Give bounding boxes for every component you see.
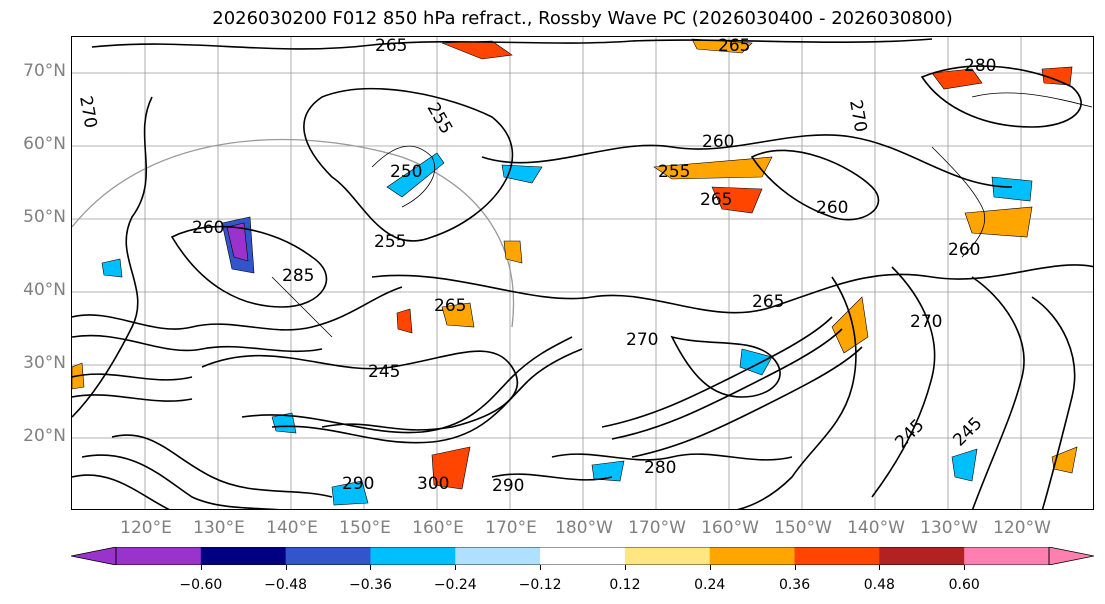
map-panel[interactable]: 265 265 280 270 270 255 260 250 255 260 … <box>71 36 1094 510</box>
lon-label-120e: 120°E <box>120 518 172 538</box>
contour-label: 255 <box>423 100 457 138</box>
map-title: 2026030200 F012 850 hPa refract., Rossby… <box>212 8 953 29</box>
lon-label-150w: 150°W <box>774 518 832 538</box>
contour-label: 265 <box>700 190 732 210</box>
contour-label: 285 <box>282 266 314 286</box>
lon-label-120w: 120°W <box>993 518 1051 538</box>
colorbar-segment <box>794 547 880 565</box>
colorbar-tick-mark <box>540 565 542 570</box>
colorbar-tick-mark <box>285 565 287 570</box>
colorbar-segment <box>285 547 371 565</box>
lon-label-160w: 160°W <box>701 518 759 538</box>
colorbar-segment <box>964 547 1050 565</box>
colorbar-segment <box>624 547 711 565</box>
lon-label-140e: 140°E <box>266 518 318 538</box>
lon-label-170w: 170°W <box>628 518 686 538</box>
colorbar-tick-label: −0.60 <box>179 577 223 593</box>
contour-label: 270 <box>910 312 942 332</box>
contour-label: 270 <box>845 98 870 133</box>
contour-label: 245 <box>891 415 928 452</box>
contour-label: 280 <box>644 458 676 478</box>
contour-label: 260 <box>816 198 848 218</box>
lat-label-70n: 70°N <box>23 61 66 81</box>
contour-label: 290 <box>492 476 524 496</box>
contour-label: 260 <box>948 240 980 260</box>
colorbar-segment <box>116 547 202 565</box>
coastlines <box>271 92 1093 338</box>
contour-label-group: 265 265 280 270 270 255 260 250 255 260 … <box>75 37 996 496</box>
lon-label-140w: 140°W <box>847 518 905 538</box>
colorbar-tick-mark <box>964 565 966 570</box>
lon-label-130e: 130°E <box>193 518 245 538</box>
contour-label: 260 <box>192 218 224 238</box>
colorbar-segments <box>116 547 1050 565</box>
contour-label: 255 <box>658 162 690 182</box>
colorbar-tick-label: 0.12 <box>609 577 641 593</box>
colorbar-segment <box>540 547 626 565</box>
colorbar-segment <box>200 547 287 565</box>
colorbar-tick-label: −0.48 <box>264 577 308 593</box>
map-canvas: 265 265 280 270 270 255 260 250 255 260 … <box>72 37 1093 509</box>
lon-label-170e: 170°E <box>485 518 537 538</box>
colorbar-over-arrow <box>1048 547 1094 565</box>
contour-label: 280 <box>964 56 996 76</box>
contour-label: 245 <box>368 362 400 382</box>
contour-label: 260 <box>702 132 734 152</box>
colorbar-segment <box>879 547 965 565</box>
contour-label: 265 <box>434 296 466 316</box>
contour-label: 290 <box>342 474 374 494</box>
lon-label-180w: 180°W <box>555 518 613 538</box>
contour-label: 270 <box>75 94 100 129</box>
colorbar-tick-mark <box>455 565 457 570</box>
contour-label: 300 <box>417 474 449 494</box>
contour-lines <box>72 38 1093 509</box>
colorbar-segment <box>370 547 456 565</box>
lat-label-30n: 30°N <box>23 353 66 373</box>
contour-label: 265 <box>752 292 784 312</box>
colorbar-outline <box>115 547 1050 565</box>
shading-fills <box>72 38 1078 506</box>
colorbar-tick-label: 0.60 <box>948 577 980 593</box>
colorbar-tick-label: 0.24 <box>694 577 726 593</box>
lon-label-160e: 160°E <box>412 518 464 538</box>
colorbar-tick-label: 0.36 <box>778 577 811 593</box>
colorbar-tick-label: −0.24 <box>433 577 477 593</box>
contour-label: 270 <box>626 330 658 350</box>
colorbar-tick-mark <box>624 565 626 570</box>
lon-label-150e: 150°E <box>339 518 391 538</box>
contour-label: 250 <box>390 162 422 182</box>
lat-label-40n: 40°N <box>23 280 66 300</box>
colorbar-segment <box>709 547 796 565</box>
contour-label: 265 <box>375 37 407 56</box>
colorbar-under-arrow <box>71 547 117 565</box>
colorbar-tick-label: −0.12 <box>518 577 562 593</box>
contour-label: 255 <box>374 232 406 252</box>
colorbar <box>71 547 1094 565</box>
contour-label: 265 <box>718 37 750 56</box>
graticule <box>72 37 1093 509</box>
lat-label-50n: 50°N <box>23 207 66 227</box>
lat-label-20n: 20°N <box>23 426 66 446</box>
colorbar-tick-label: 0.48 <box>863 577 895 593</box>
colorbar-tick-mark <box>709 565 711 570</box>
colorbar-tick-mark <box>370 565 372 570</box>
colorbar-segment <box>455 547 541 565</box>
colorbar-tick-mark <box>794 565 796 570</box>
lon-label-130w: 130°W <box>920 518 978 538</box>
lat-label-60n: 60°N <box>23 134 66 154</box>
colorbar-tick-mark <box>200 565 202 570</box>
colorbar-tick-mark <box>879 565 881 570</box>
colorbar-tick-label: −0.36 <box>349 577 392 593</box>
contour-label: 245 <box>949 413 986 450</box>
